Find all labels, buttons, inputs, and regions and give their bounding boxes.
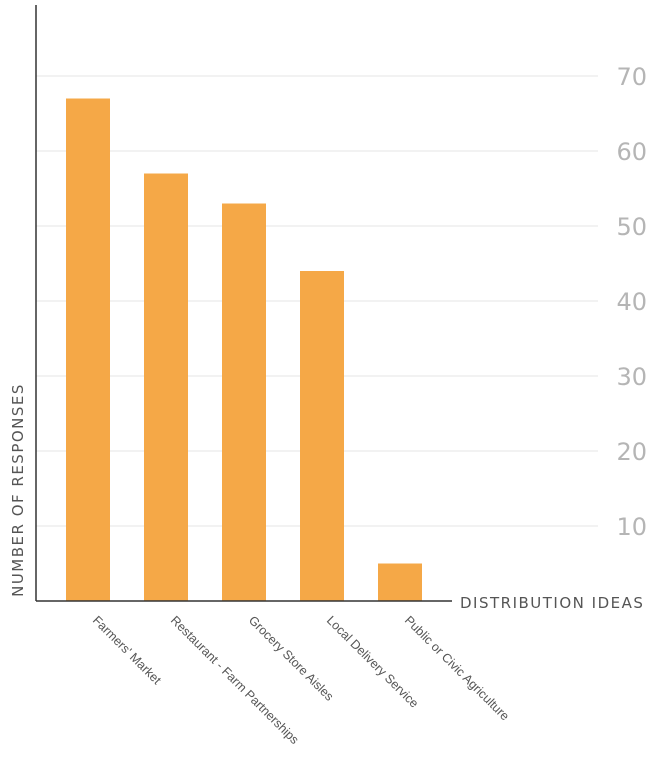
bar [66,98,110,601]
y-tick-labels: 10 20 30 40 50 60 70 [616,63,647,541]
y-tick-label: 30 [616,363,647,391]
y-tick-label: 20 [616,438,647,466]
axes [35,5,452,602]
bar [144,173,188,601]
category-label: Grocery Store Aisles [246,613,336,703]
y-tick-label: 40 [616,288,647,316]
y-tick-label: 10 [616,513,647,541]
bars [66,98,422,601]
category-label: Farmers' Market [90,613,164,687]
y-tick-label: 50 [616,213,647,241]
category-labels: Farmers' Market Restaurant - Farm Partner… [90,613,512,747]
x-axis-title: DISTRIBUTION IDEAS [460,594,644,612]
y-axis-title: NUMBER OF RESPONSES [9,383,27,597]
bar [300,271,344,601]
bar [378,563,422,601]
y-tick-label: 60 [616,138,647,166]
category-label: Restaurant - Farm Partnerships [168,613,302,747]
bar [222,203,266,601]
category-label: Public or Civic Agriculture [402,613,512,723]
y-tick-label: 70 [616,63,647,91]
